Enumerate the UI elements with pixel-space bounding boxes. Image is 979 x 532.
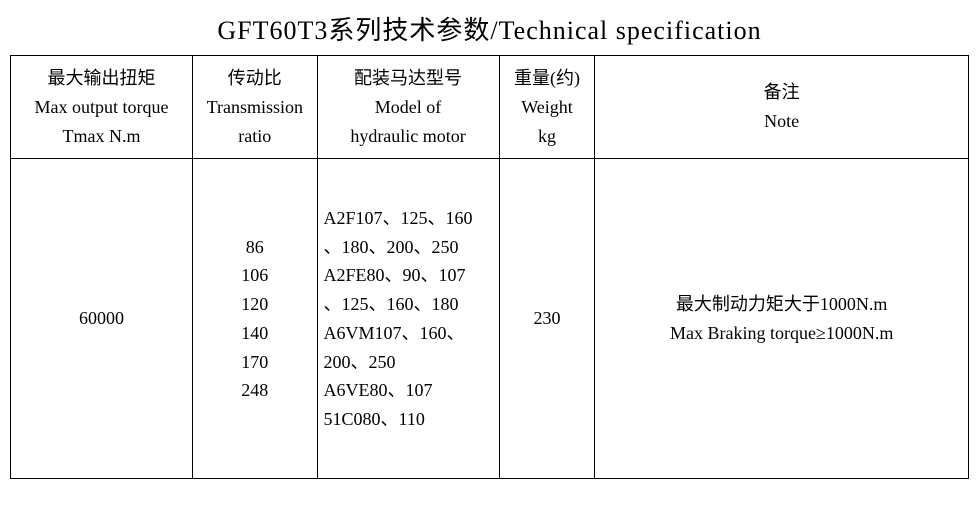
table-row: 60000 86 106 120 140 170 248 A2F107、125、… — [11, 159, 969, 479]
cell-motor: A2F107、125、160 、180、200、250 A2FE80、90、10… — [317, 159, 499, 479]
header-weight-cn: 重量(约) — [506, 64, 589, 93]
header-ratio: 传动比 Transmission ratio — [193, 56, 318, 159]
header-torque-en2: Tmax N.m — [17, 122, 186, 151]
cell-note: 最大制动力矩大于1000N.m Max Braking torque≥1000N… — [595, 159, 969, 479]
header-note: 备注 Note — [595, 56, 969, 159]
header-note-cn: 备注 — [601, 78, 962, 107]
page-title: GFT60T3系列技术参数/Technical specification — [10, 10, 969, 47]
table-header-row: 最大输出扭矩 Max output torque Tmax N.m 传动比 Tr… — [11, 56, 969, 159]
header-torque-cn: 最大输出扭矩 — [17, 64, 186, 93]
cell-torque: 60000 — [11, 159, 193, 479]
header-torque: 最大输出扭矩 Max output torque Tmax N.m — [11, 56, 193, 159]
spec-table: 最大输出扭矩 Max output torque Tmax N.m 传动比 Tr… — [10, 55, 969, 479]
header-motor-en1: Model of — [324, 93, 493, 122]
cell-weight: 230 — [499, 159, 595, 479]
header-note-en1: Note — [601, 107, 962, 136]
header-motor: 配装马达型号 Model of hydraulic motor — [317, 56, 499, 159]
header-weight-en1: Weight — [506, 93, 589, 122]
header-motor-cn: 配装马达型号 — [324, 64, 493, 93]
header-weight: 重量(约) Weight kg — [499, 56, 595, 159]
header-motor-en2: hydraulic motor — [324, 122, 493, 151]
header-weight-en2: kg — [506, 122, 589, 151]
header-ratio-cn: 传动比 — [199, 64, 311, 93]
header-torque-en1: Max output torque — [17, 93, 186, 122]
cell-ratio: 86 106 120 140 170 248 — [193, 159, 318, 479]
header-ratio-en2: ratio — [199, 122, 311, 151]
header-ratio-en1: Transmission — [199, 93, 311, 122]
